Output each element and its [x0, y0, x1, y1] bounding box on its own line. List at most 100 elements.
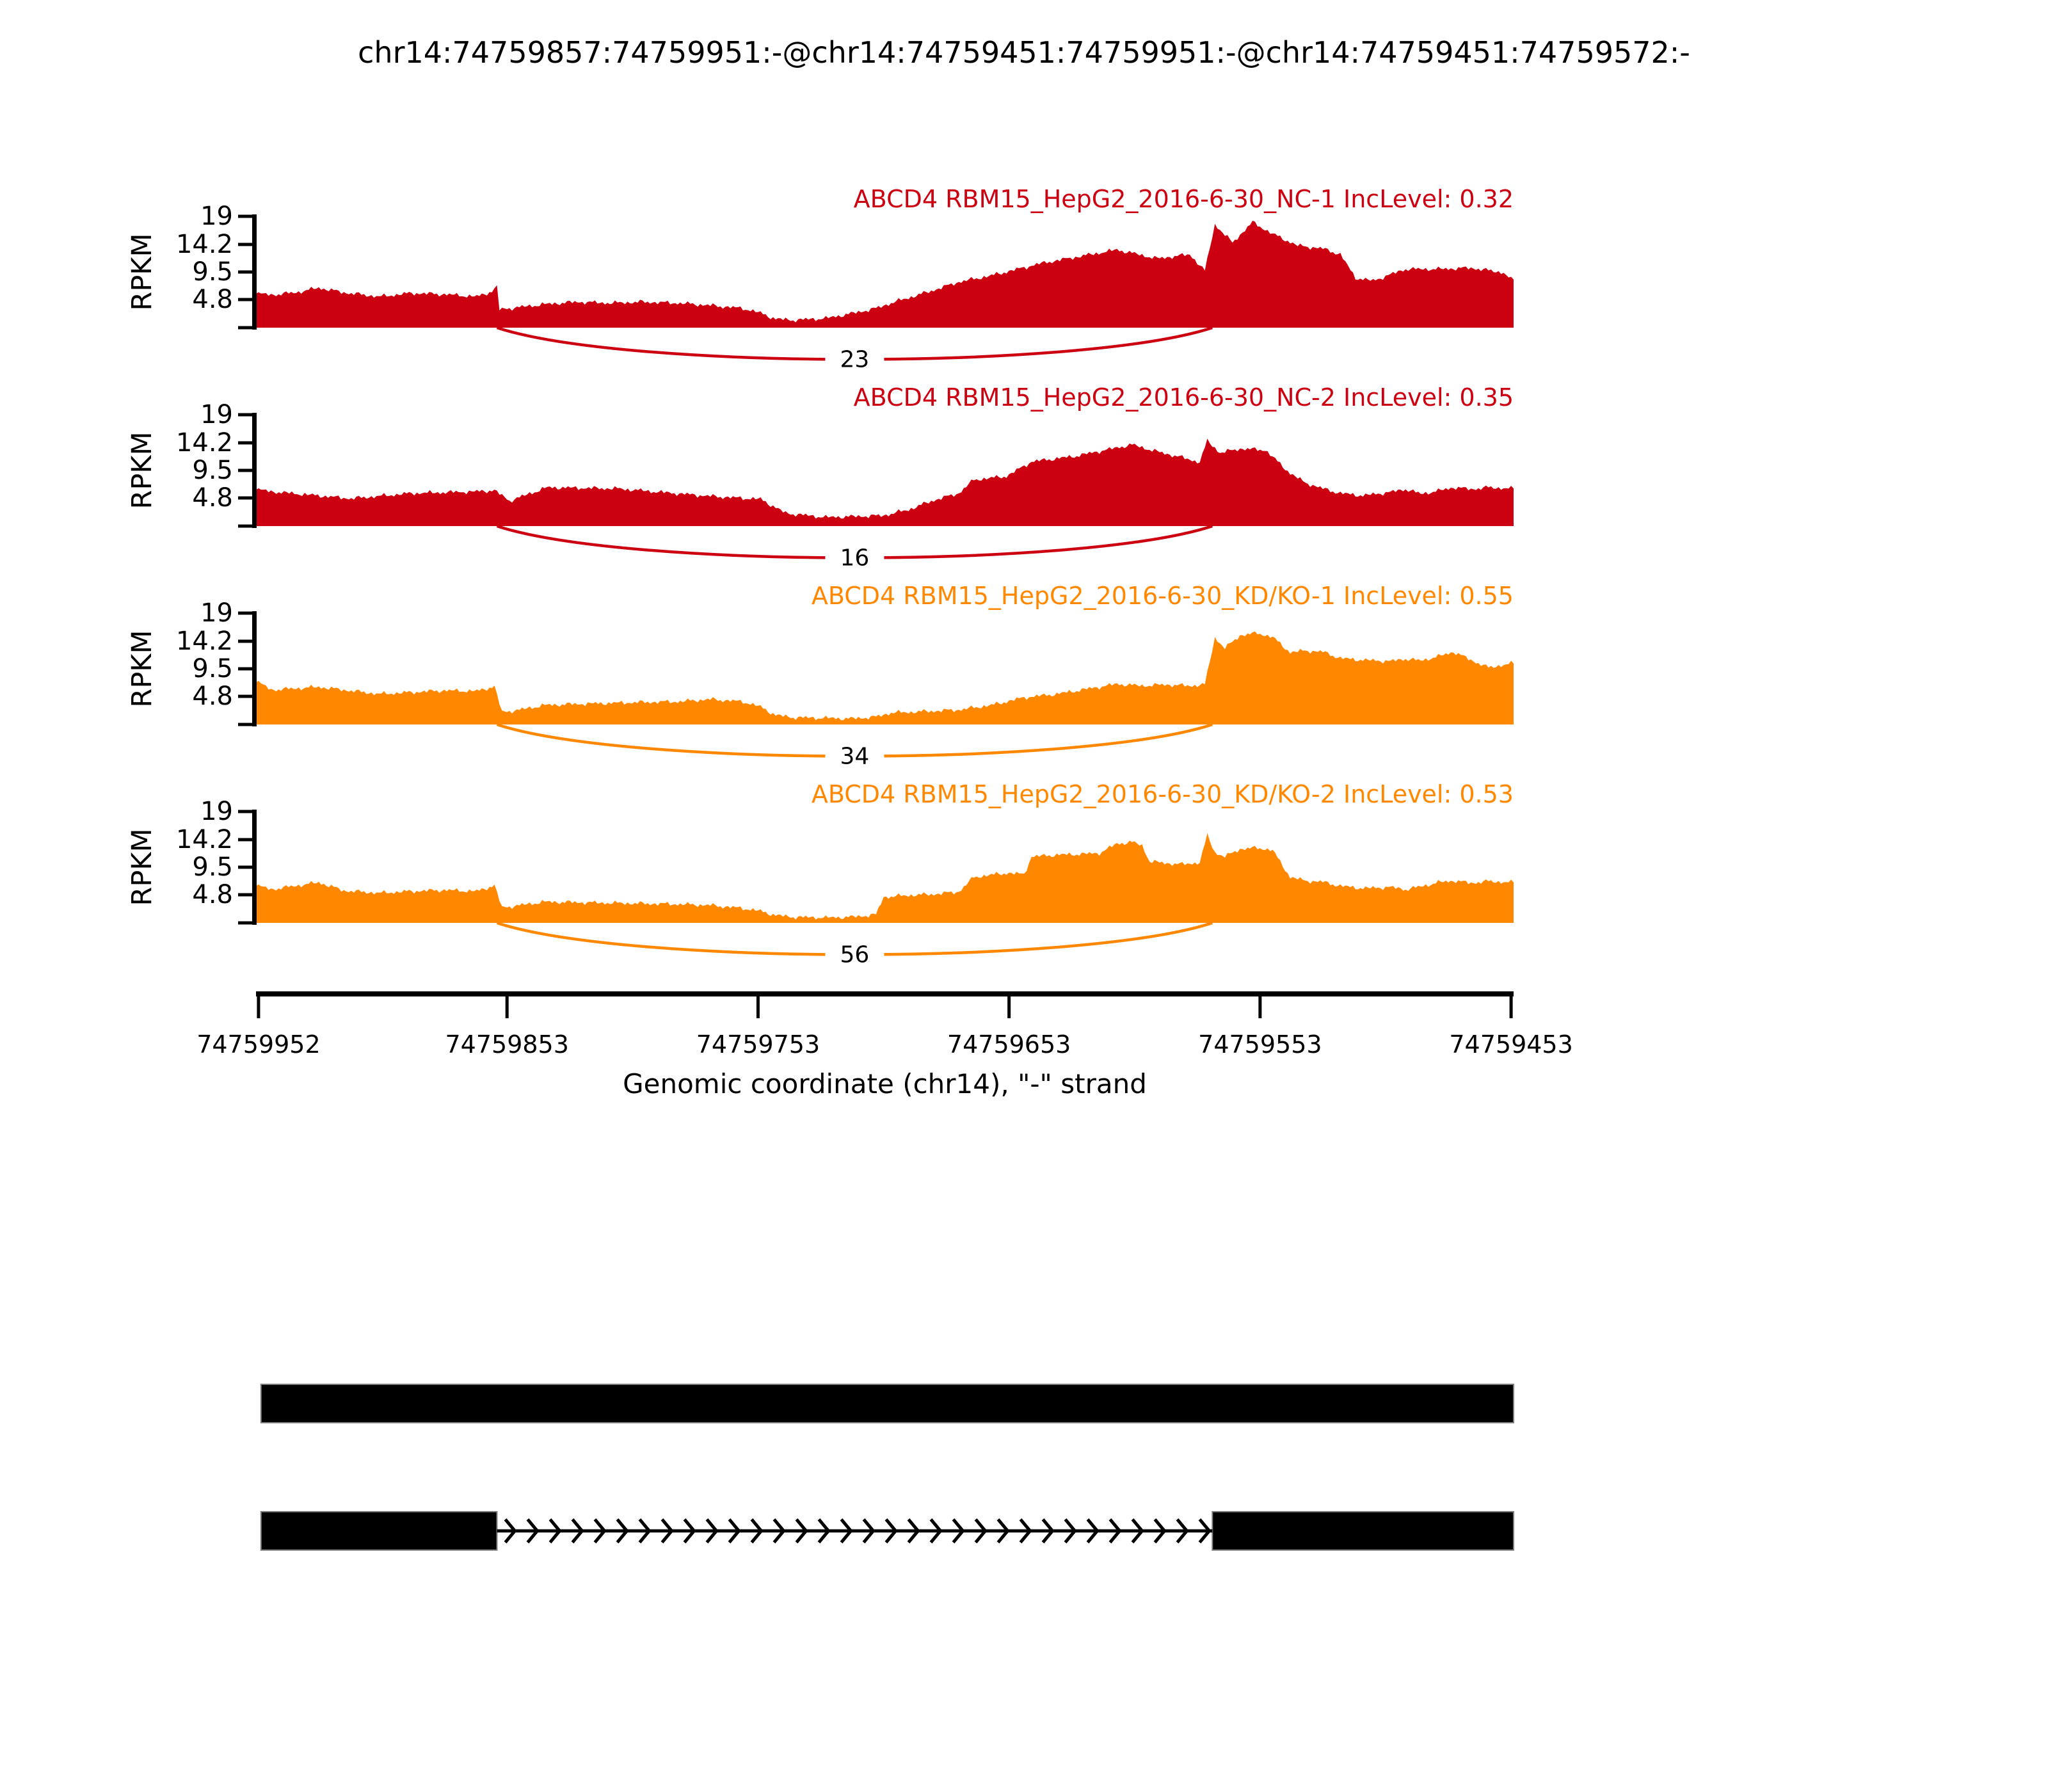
- y-tick-label: 9.5: [192, 456, 233, 485]
- y-axis-tick: [238, 243, 252, 246]
- exon-block: [1212, 1511, 1515, 1551]
- junction-count-background: [825, 543, 884, 572]
- y-axis-tick: [238, 723, 252, 726]
- y-axis-tick: [238, 298, 252, 301]
- junction-count-background: [825, 742, 884, 771]
- strand-arrow-icon: [504, 1518, 517, 1544]
- strand-arrow-icon: [660, 1518, 674, 1544]
- y-tick-label: 19: [200, 400, 233, 429]
- y-axis-tick: [238, 838, 252, 842]
- strand-arrow-icon: [840, 1518, 853, 1544]
- strand-arrow-icon: [907, 1518, 920, 1544]
- x-tick-label: 74759853: [445, 1030, 569, 1059]
- coverage-track-3: 34 4.89.514.219 RPKM ABCD4 RBM15_HepG2_2016…: [126, 582, 1514, 771]
- x-axis-title: Genomic coordinate (chr14), "-" strand: [623, 1068, 1147, 1100]
- y-axis-tick: [238, 524, 252, 528]
- strand-arrow-icon: [772, 1518, 786, 1544]
- strand-arrow-icon: [862, 1518, 876, 1544]
- exon-block: [260, 1511, 498, 1551]
- y-tick-label: 4.8: [192, 682, 233, 711]
- strand-arrow-icon: [1064, 1518, 1077, 1544]
- strand-arrow-icon: [795, 1518, 808, 1544]
- y-axis-title: RPKM: [126, 233, 158, 310]
- y-axis-title: RPKM: [126, 431, 158, 509]
- coverage-area: [256, 631, 1514, 724]
- y-axis-tick: [238, 893, 252, 897]
- coverage-area: [256, 438, 1514, 526]
- strand-arrow-icon: [1086, 1518, 1100, 1544]
- strand-arrow-icon: [683, 1518, 696, 1544]
- y-axis-tick: [238, 413, 252, 417]
- y-tick-label: 4.8: [192, 483, 233, 513]
- y-tick-label: 19: [200, 797, 233, 826]
- x-axis-tick: [1509, 996, 1513, 1018]
- x-axis-tick: [1258, 996, 1262, 1018]
- y-tick-label: 4.8: [192, 285, 233, 314]
- figure-title: chr14:74759857:74759951:-@chr14:74759451…: [358, 35, 1690, 70]
- y-axis-tick: [238, 865, 252, 869]
- y-tick-label: 14.2: [176, 627, 233, 656]
- y-tick-label: 9.5: [192, 852, 233, 882]
- x-axis-tick: [1007, 996, 1011, 1018]
- y-axis-tick: [238, 468, 252, 472]
- y-axis-tick: [238, 639, 252, 643]
- y-tick-label: 14.2: [176, 825, 233, 854]
- strand-arrow-icon: [750, 1518, 764, 1544]
- strand-arrow-icon: [593, 1518, 607, 1544]
- strand-arrow-icon: [1198, 1518, 1212, 1544]
- y-axis-spine: [252, 611, 257, 726]
- skipping-isoform: [260, 1511, 1515, 1551]
- y-axis-tick: [238, 326, 252, 330]
- strand-arrow-icon: [728, 1518, 741, 1544]
- junction-count-label: 56: [840, 942, 870, 968]
- strand-arrow-icon: [974, 1518, 988, 1544]
- strand-arrow-icon: [1019, 1518, 1032, 1544]
- y-axis-tick: [238, 611, 252, 615]
- y-tick-label: 19: [200, 202, 233, 231]
- track-title: ABCD4 RBM15_HepG2_2016-6-30_KD/KO-2 IncL…: [812, 780, 1514, 808]
- strand-arrow-icon: [952, 1518, 965, 1544]
- strand-arrow-icon: [929, 1518, 943, 1544]
- y-axis-tick: [238, 921, 252, 925]
- junction-count-background: [825, 940, 884, 969]
- exon-block: [260, 1384, 1514, 1423]
- strand-arrow-icon: [1176, 1518, 1189, 1544]
- x-tick-label: 74759952: [196, 1030, 320, 1059]
- strand-arrow-icon: [638, 1518, 652, 1544]
- y-axis-tick: [238, 667, 252, 671]
- gene-model: [260, 1384, 1515, 1551]
- y-tick-label: 14.2: [176, 428, 233, 458]
- y-axis-spine: [252, 810, 257, 925]
- y-axis-spine: [252, 214, 257, 330]
- y-axis-tick: [238, 214, 252, 218]
- y-axis-tick: [238, 270, 252, 274]
- coverage-track-1: 23 4.89.514.219 RPKM ABCD4 RBM15_HepG2_2016…: [126, 185, 1514, 374]
- coverage-area: [256, 220, 1514, 328]
- strand-arrow-icon: [1108, 1518, 1122, 1544]
- track-title: ABCD4 RBM15_HepG2_2016-6-30_KD/KO-1 IncL…: [812, 582, 1514, 610]
- strand-arrow-icon: [571, 1518, 584, 1544]
- y-tick-label: 14.2: [176, 230, 233, 259]
- strand-arrow-icon: [616, 1518, 629, 1544]
- junction-count-label: 23: [840, 347, 870, 373]
- strand-arrow-icon: [1153, 1518, 1167, 1544]
- junction-count-background: [825, 345, 884, 374]
- x-axis-line: [256, 991, 1514, 996]
- inclusion-isoform: [260, 1384, 1514, 1423]
- y-axis-title: RPKM: [126, 630, 158, 707]
- x-tick-label: 74759753: [696, 1030, 820, 1059]
- y-axis-tick: [238, 441, 252, 445]
- x-tick-label: 74759553: [1198, 1030, 1322, 1059]
- x-axis-tick: [505, 996, 509, 1018]
- x-axis-tick: [257, 996, 260, 1018]
- strand-arrow-icon: [996, 1518, 1010, 1544]
- coverage-track-2: 16 4.89.514.219 RPKM ABCD4 RBM15_HepG2_2016…: [126, 383, 1514, 572]
- y-axis-spine: [252, 413, 257, 528]
- coverage-area: [256, 833, 1514, 923]
- strand-arrow-icon: [1131, 1518, 1144, 1544]
- junction-count-label: 34: [840, 744, 870, 770]
- y-axis-tick: [238, 496, 252, 500]
- strand-arrow-icon: [1041, 1518, 1055, 1544]
